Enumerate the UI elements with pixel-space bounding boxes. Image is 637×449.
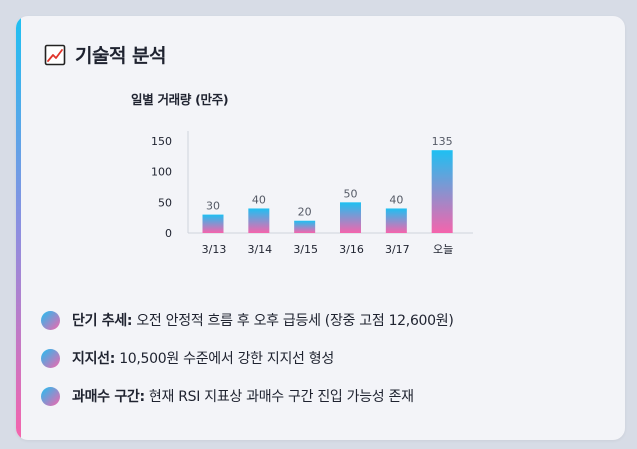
- y-tick-label: 150: [151, 135, 172, 148]
- note-label: 과매수 구간:: [72, 389, 145, 405]
- chart-plot: 0 50 100 150 30 3/13 40 3/14 20 3/15 50 3/16 40 3/17 1…: [151, 131, 473, 256]
- bar-value-label: 50: [344, 187, 358, 200]
- x-tick-label: 3/16: [339, 243, 364, 256]
- x-tick-label: 3/15: [293, 243, 318, 256]
- bar: [340, 202, 361, 233]
- bullet-dot-icon: [41, 386, 60, 406]
- bar-value-label: 135: [432, 135, 453, 148]
- x-tick-label: 3/14: [247, 243, 272, 256]
- y-tick-label: 50: [158, 196, 172, 209]
- x-tick-label: 오늘: [433, 243, 453, 256]
- bar: [294, 220, 316, 233]
- chart-title: 일별 거래량 (만주): [131, 92, 229, 107]
- bar: [202, 214, 224, 233]
- note-body: 오전 안정적 흐름 후 오후 급등세 (장중 고점 12,600원): [132, 313, 454, 329]
- card-header: 기술적 분석: [43, 41, 167, 68]
- volume-chart: 일별 거래량 (만주) 0 50 100 150 30 3/13 40 3/14 20 3/15 5…: [128, 86, 478, 266]
- note-label: 단기 추세:: [72, 313, 133, 329]
- y-tick-label: 0: [165, 227, 172, 240]
- note-label: 지지선:: [72, 351, 116, 367]
- bar-value-label: 30: [206, 200, 220, 213]
- x-tick-label: 3/13: [202, 243, 227, 256]
- note-body: 10,500원 수준에서 강한 지지선 형성: [115, 351, 334, 367]
- bullet-dot-icon: [41, 348, 60, 368]
- card-accent-bar: [16, 16, 21, 440]
- note-item: 단기 추세: 오전 안정적 흐름 후 오후 급등세 (장중 고점 12,600원…: [41, 301, 454, 339]
- note-text: 단기 추세: 오전 안정적 흐름 후 오후 급등세 (장중 고점 12,600원…: [72, 310, 454, 330]
- note-text: 과매수 구간: 현재 RSI 지표상 과매수 구간 진입 가능성 존재: [72, 386, 414, 406]
- note-item: 지지선: 10,500원 수준에서 강한 지지선 형성: [41, 339, 454, 377]
- x-tick-label: 3/17: [385, 243, 410, 256]
- y-tick-label: 100: [151, 166, 172, 179]
- analysis-notes: 단기 추세: 오전 안정적 흐름 후 오후 급등세 (장중 고점 12,600원…: [41, 301, 454, 415]
- note-body: 현재 RSI 지표상 과매수 구간 진입 가능성 존재: [144, 389, 414, 405]
- technical-analysis-card: 기술적 분석 일별 거래량 (만주) 0 50 100 150 30 3/13 40 3/14…: [16, 16, 625, 440]
- card-title: 기술적 분석: [75, 45, 167, 67]
- bar-value-label: 40: [252, 193, 266, 206]
- bar: [248, 208, 270, 233]
- bullet-dot-icon: [41, 310, 60, 330]
- bar: [431, 150, 453, 233]
- bar-value-label: 20: [298, 206, 312, 219]
- bar-value-label: 40: [389, 193, 403, 206]
- chart-trend-icon: [44, 44, 66, 65]
- note-item: 과매수 구간: 현재 RSI 지표상 과매수 구간 진입 가능성 존재: [41, 377, 454, 415]
- note-text: 지지선: 10,500원 수준에서 강한 지지선 형성: [72, 348, 334, 368]
- bar: [385, 208, 407, 233]
